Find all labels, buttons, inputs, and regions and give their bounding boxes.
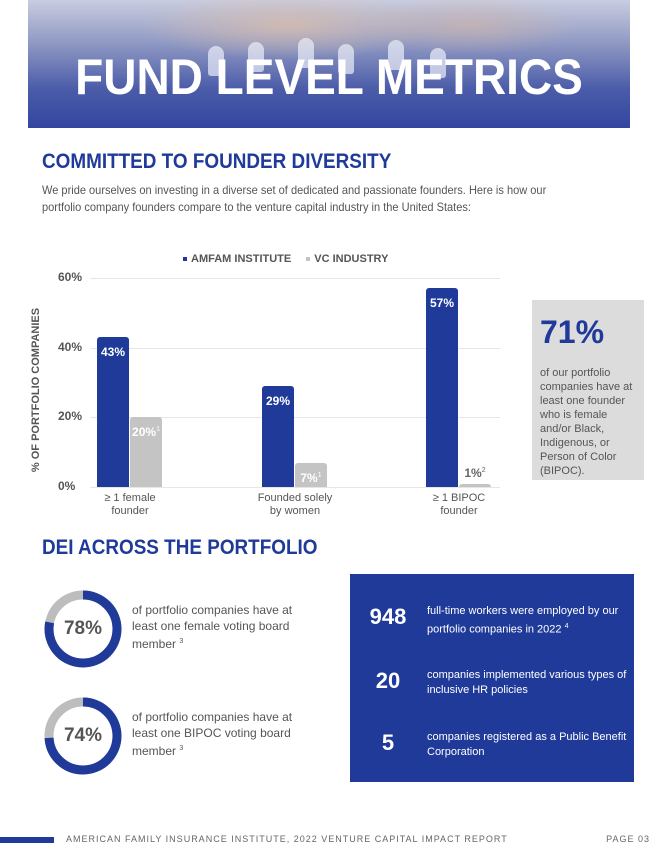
gridline: [90, 487, 500, 488]
bar-amfam: [426, 288, 458, 487]
donut-arc: [44, 590, 122, 668]
legend-item-amfam: AMFAM INSTITUTE: [183, 253, 291, 265]
callout-text: of our portfolio companies have at least…: [540, 367, 633, 477]
y-tick-label: 20%: [58, 409, 83, 424]
bar-vc-industry: [295, 462, 327, 487]
gridline: [90, 347, 500, 349]
diversity-callout: 71% of our portfolio companies have at l…: [532, 300, 644, 480]
bar-value-label: 1%2: [464, 465, 486, 480]
callout-value: 71%: [540, 314, 605, 350]
y-tick-label: 0%: [58, 479, 76, 493]
donut-value: 78%: [63, 618, 103, 639]
x-category-label: Founded solely by women: [257, 492, 333, 517]
footer-report-title: AMERICAN FAMILY INSURANCE INSTITUTE, 202…: [66, 834, 508, 844]
bar-value-label: 7%1: [300, 470, 322, 485]
stat-text-hr-policies: companies implemented various types of i…: [427, 669, 627, 696]
bar-value-label: 29%: [265, 393, 291, 408]
bar-value-label: 43%: [100, 345, 126, 360]
hero-banner: FUND LEVEL METRICS: [28, 0, 630, 128]
stats-panel: 948 full-time workers were employed by o…: [350, 574, 634, 782]
y-tick-label: 40%: [58, 339, 83, 354]
stat-text-workers: full-time workers were employed by our p…: [427, 605, 619, 636]
stat-value-benefit-corp: 5: [381, 730, 395, 755]
footer-accent-bar: [0, 837, 54, 843]
donut-chart: 78%: [42, 588, 124, 670]
legend-item-vc: VC INDUSTRY: [306, 253, 388, 265]
donut-description: of portfolio companies have at least one…: [132, 710, 293, 758]
section-heading-founder-diversity: COMMITTED TO FOUNDER DIVERSITY: [42, 150, 392, 173]
chart-y-axis-label: % OF PORTFOLIO COMPANIES: [30, 307, 42, 473]
bar-vc-industry: [130, 417, 162, 487]
gridline: [90, 417, 500, 419]
bar-value-label: 20%1: [132, 425, 160, 440]
chart-legend: AMFAM INSTITUTE VC INDUSTRY: [183, 253, 400, 265]
intro-paragraph: We pride ourselves on investing in a div…: [42, 183, 547, 214]
bar-amfam: [262, 385, 294, 487]
bar-value-label: 57%: [429, 296, 455, 311]
hero-figurines: [168, 38, 488, 88]
y-tick-label: 60%: [58, 270, 83, 284]
gridline: [90, 278, 500, 279]
stat-text-benefit-corp: companies registered as a Public Benefit…: [427, 731, 627, 758]
page-number: PAGE 03: [606, 834, 650, 844]
donut-arc: [44, 697, 122, 775]
donut-value: 74%: [63, 725, 103, 746]
stat-value-hr-policies: 20: [375, 668, 401, 693]
section-heading-dei: DEI ACROSS THE PORTFOLIO: [42, 536, 318, 559]
donut-description: of portfolio companies have at least one…: [132, 603, 293, 651]
donut-chart: 74%: [42, 695, 124, 777]
x-category-label: ≥ 1 female founder: [104, 492, 156, 517]
stat-value-workers: 948: [369, 604, 407, 629]
bar-amfam: [97, 337, 129, 487]
page-title: FUND LEVEL METRICS: [75, 49, 583, 105]
x-category-label: ≥ 1 BIPOC founder: [432, 492, 486, 517]
bar-vc-industry: [459, 483, 491, 487]
